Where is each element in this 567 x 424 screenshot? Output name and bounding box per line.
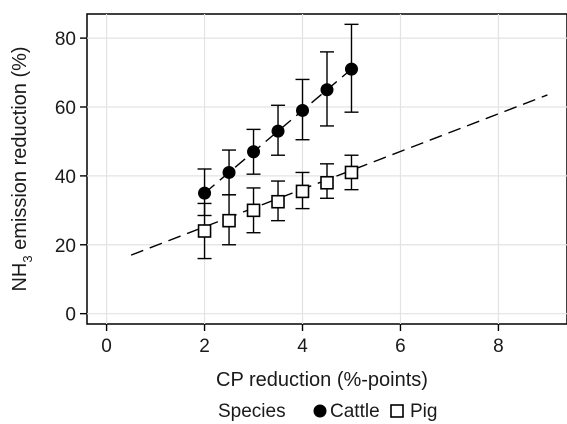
legend-title: Species	[218, 401, 286, 422]
legend-pig-label: Pig	[410, 401, 437, 422]
x-tick-label: 8	[493, 336, 504, 357]
y-axis-title-rest: emission reduction (%)	[9, 46, 31, 255]
x-tick-label: 6	[395, 336, 406, 357]
y-tick-label: 40	[55, 167, 76, 188]
legend-pig-marker	[390, 404, 404, 418]
x-tick-label: 4	[297, 336, 308, 357]
y-tick-label: 60	[55, 98, 76, 119]
x-tick-label: 2	[199, 336, 210, 357]
cattle-point	[247, 145, 261, 159]
x-tick-label: 0	[101, 336, 112, 357]
cattle-point	[222, 165, 236, 179]
legend-cattle-label: Cattle	[330, 401, 380, 422]
cattle-point	[320, 83, 334, 97]
y-axis-title: NH3 emission reduction (%)	[9, 46, 35, 291]
pig-point	[344, 165, 359, 180]
cattle-point	[344, 62, 358, 76]
x-axis-title: CP reduction (%-points)	[216, 369, 428, 391]
y-tick-label: 0	[65, 305, 76, 326]
y-axis-title-subscript: 3	[20, 255, 35, 262]
cattle-point	[198, 186, 212, 200]
pig-point	[246, 203, 261, 218]
pig-point	[197, 224, 212, 238]
data-marks	[197, 23, 359, 260]
cattle-point	[296, 103, 310, 117]
y-axis-title-main: NH	[9, 263, 31, 292]
dashed-fit-line	[130, 94, 548, 256]
y-tick-label: 80	[55, 29, 76, 50]
y-tick-label: 20	[55, 236, 76, 257]
pig-point	[320, 175, 334, 190]
pig-point	[295, 184, 310, 199]
pig-point	[222, 213, 236, 228]
cattle-point	[271, 124, 285, 138]
pig-point	[271, 194, 285, 209]
legend: Species Cattle Pig	[218, 401, 437, 422]
legend-cattle-marker	[313, 404, 327, 418]
